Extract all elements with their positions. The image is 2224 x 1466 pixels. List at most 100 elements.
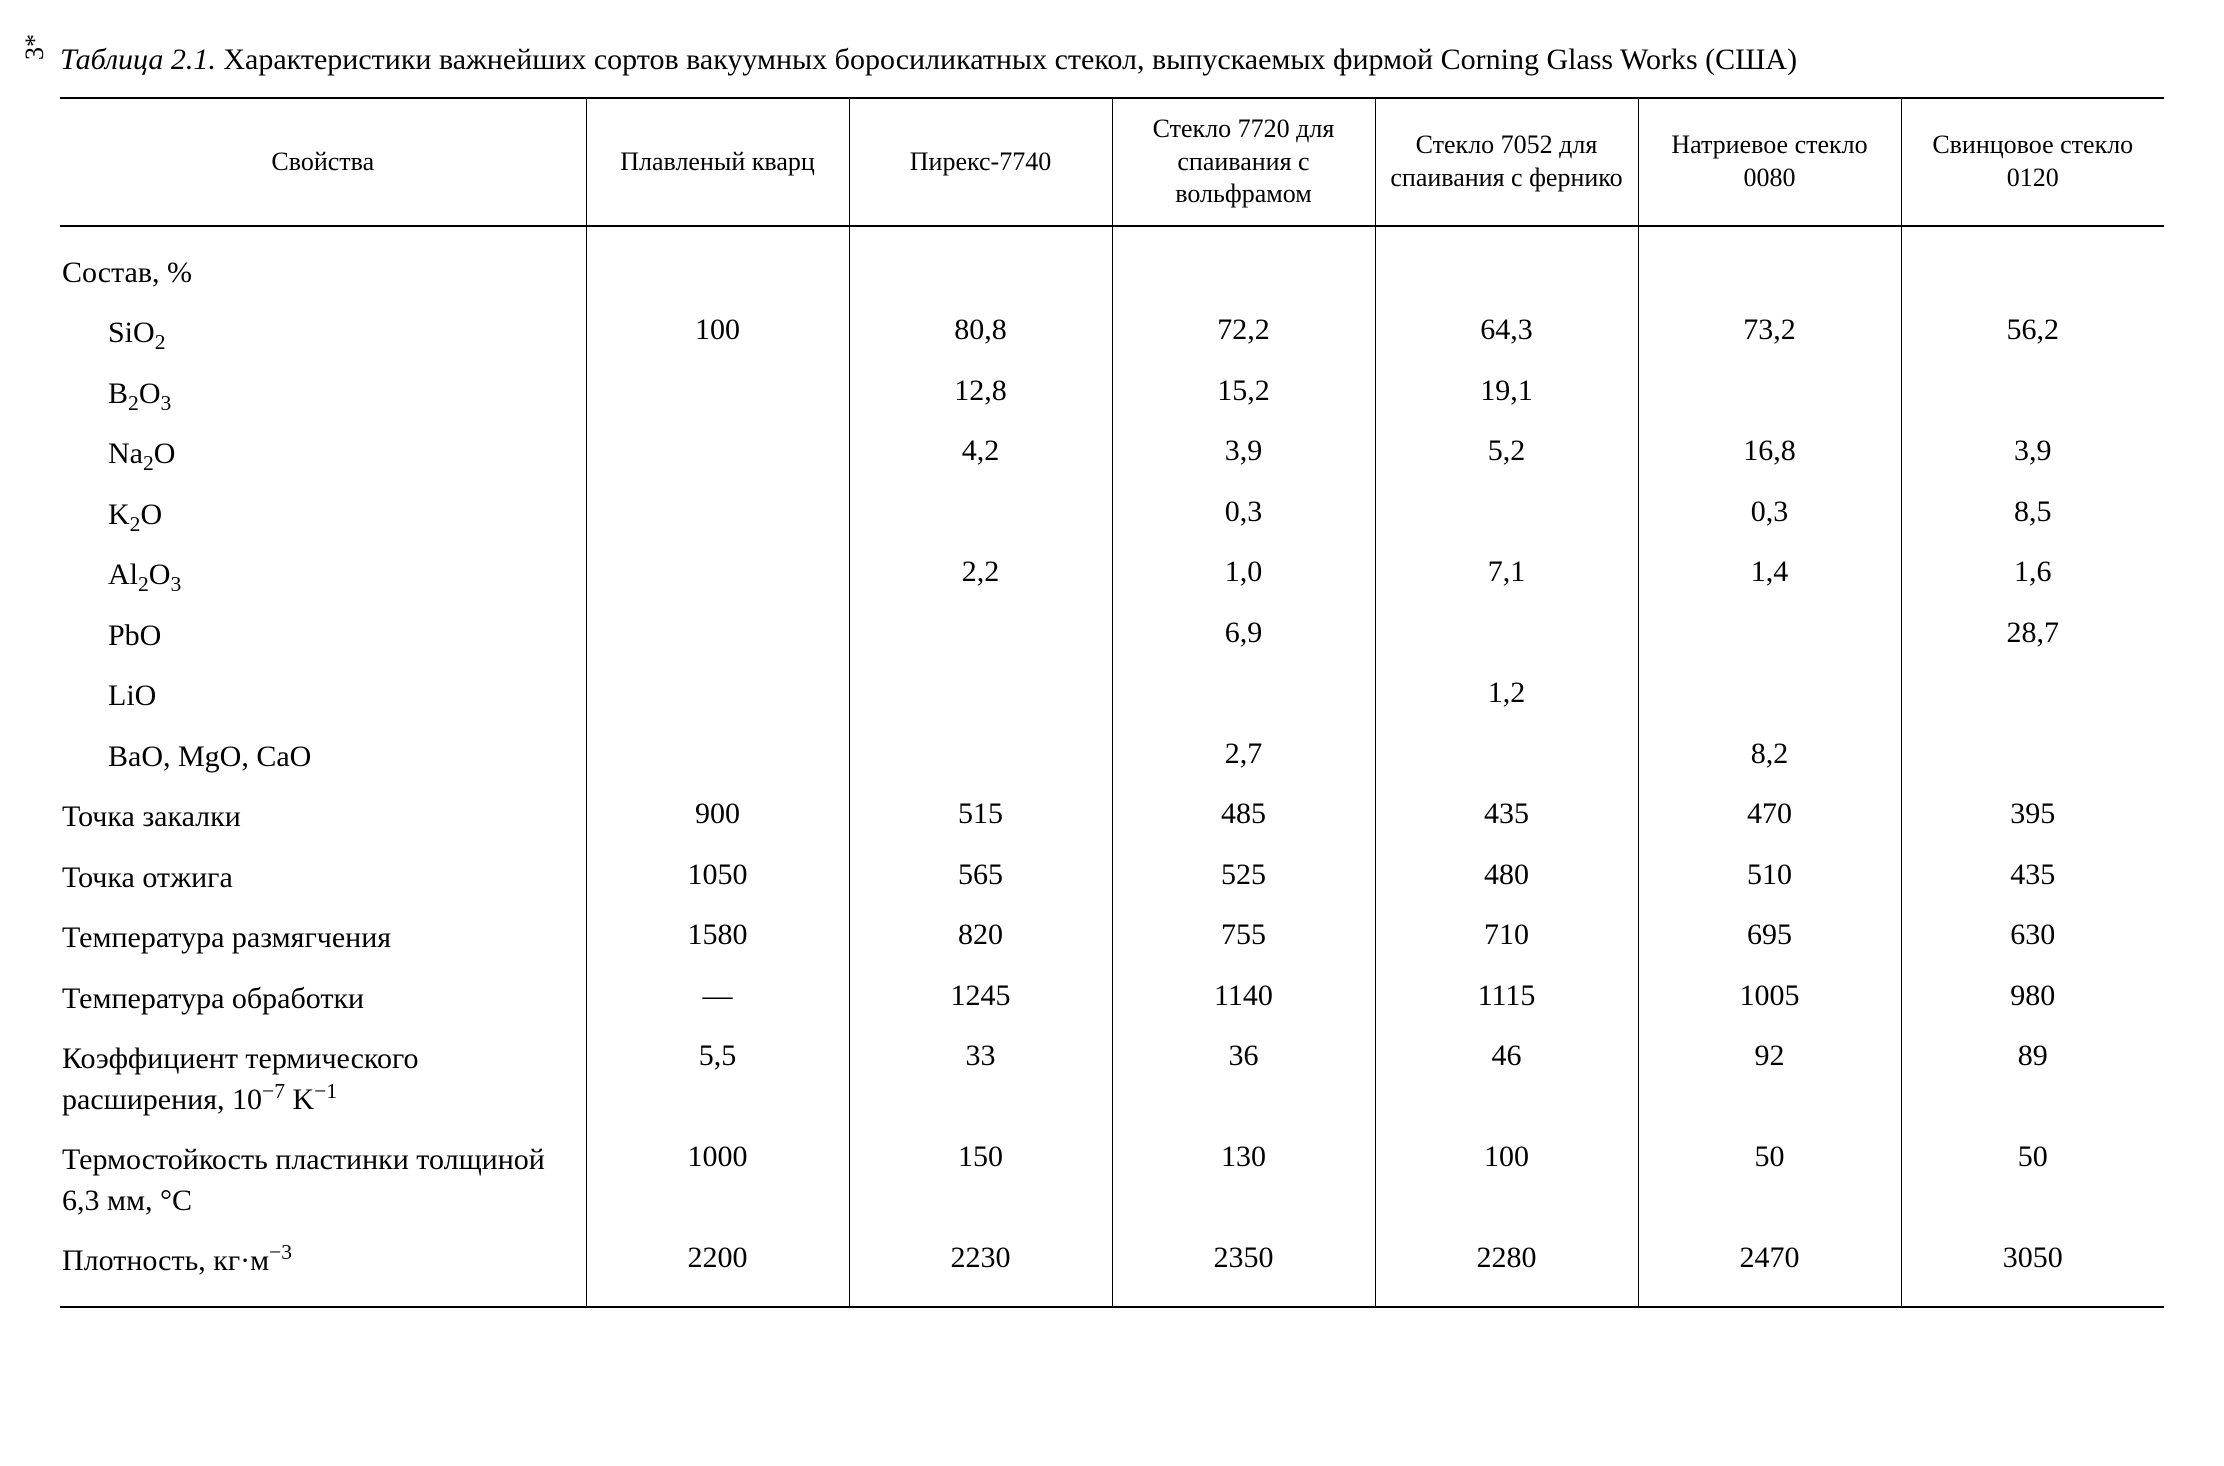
row-label: SiO2 [60,303,586,364]
table-cell [1638,666,1901,727]
table-cell: 1115 [1375,969,1638,1030]
table-cell: 480 [1375,848,1638,909]
table-row: Термостойкость пластинки толщиной 6,3 мм… [60,1130,2164,1231]
table-cell: 2230 [849,1231,1112,1307]
table-cell: 150 [849,1130,1112,1231]
table-cell: 100 [586,303,849,364]
table-cell: 64,3 [1375,303,1638,364]
page-marker: 3* [20,34,50,60]
table-caption: Таблица 2.1. Характеристики важнейших со… [60,40,2140,79]
table-cell: 1,4 [1638,545,1901,606]
table-cell: 565 [849,848,1112,909]
table-cell [1638,364,1901,425]
table-cell [1638,226,1901,304]
table-header-row: Свойства Плавленый кварц Пирекс-7740 Сте… [60,98,2164,226]
table-cell: 8,2 [1638,727,1901,788]
table-cell: 3,9 [1901,424,2164,485]
row-label: Термостойкость пластинки толщиной 6,3 мм… [60,1130,586,1231]
caption-prefix: Таблица 2.1. [60,43,216,76]
table-cell: 710 [1375,908,1638,969]
col-header: Стекло 7052 для спаивания с фернико [1375,98,1638,226]
table-cell: 695 [1638,908,1901,969]
table-cell: — [586,969,849,1030]
table-cell: 630 [1901,908,2164,969]
caption-text: Характеристики важнейших сортов вакуумны… [216,43,1797,76]
table-cell: 100 [1375,1130,1638,1231]
table-cell: 2,2 [849,545,1112,606]
table-cell [1375,727,1638,788]
table-cell [849,666,1112,727]
table-cell [849,226,1112,304]
row-label: Точка отжига [60,848,586,909]
table-row: B2O312,815,219,1 [60,364,2164,425]
col-header: Свойства [60,98,586,226]
col-header: Плавленый кварц [586,98,849,226]
table-cell: 50 [1901,1130,2164,1231]
table-cell [586,545,849,606]
glass-properties-table: Свойства Плавленый кварц Пирекс-7740 Сте… [60,97,2164,1308]
row-label: Точка закалки [60,787,586,848]
table-cell: 89 [1901,1029,2164,1130]
row-label: Коэффициент термического расширения, 10−… [60,1029,586,1130]
table-cell: 4,2 [849,424,1112,485]
table-cell [1375,226,1638,304]
table-cell [1901,727,2164,788]
table-cell: 50 [1638,1130,1901,1231]
table-cell: 72,2 [1112,303,1375,364]
table-row: Состав, % [60,226,2164,304]
table-row: Температура обработки—124511401115100598… [60,969,2164,1030]
table-cell: 2200 [586,1231,849,1307]
table-cell [849,727,1112,788]
table-cell: 1050 [586,848,849,909]
table-cell: 5,2 [1375,424,1638,485]
table-cell [1375,606,1638,667]
table-cell [586,727,849,788]
row-label: PbO [60,606,586,667]
row-label: Плотность, кг·м−3 [60,1231,586,1307]
table-cell: 80,8 [849,303,1112,364]
row-label: Na2O [60,424,586,485]
table-cell [1901,226,2164,304]
table-cell: 510 [1638,848,1901,909]
table-cell [586,606,849,667]
table-cell [586,226,849,304]
table-cell: 1245 [849,969,1112,1030]
table-cell: 6,9 [1112,606,1375,667]
table-cell [849,485,1112,546]
row-label: B2O3 [60,364,586,425]
table-row: SiO210080,872,264,373,256,2 [60,303,2164,364]
col-header: Свинцовое стекло 0120 [1901,98,2164,226]
table-cell: 73,2 [1638,303,1901,364]
table-cell: 28,7 [1901,606,2164,667]
table-cell: 5,5 [586,1029,849,1130]
table-cell [586,666,849,727]
col-header: Стекло 7720 для спаивания с вольфрамом [1112,98,1375,226]
row-label: Температура размягчения [60,908,586,969]
table-cell [1375,485,1638,546]
table-row: BaO, MgO, CaO2,78,2 [60,727,2164,788]
table-cell: 1140 [1112,969,1375,1030]
table-cell: 36 [1112,1029,1375,1130]
table-cell: 395 [1901,787,2164,848]
table-cell: 7,1 [1375,545,1638,606]
table-cell: 435 [1901,848,2164,909]
table-cell [586,364,849,425]
table-row: Al2O32,21,07,11,41,6 [60,545,2164,606]
row-label: Состав, % [60,226,586,304]
table-cell: 435 [1375,787,1638,848]
table-row: Коэффициент термического расширения, 10−… [60,1029,2164,1130]
row-label: K2O [60,485,586,546]
table-cell: 485 [1112,787,1375,848]
table-cell: 2470 [1638,1231,1901,1307]
table-cell: 515 [849,787,1112,848]
table-cell: 0,3 [1112,485,1375,546]
table-cell: 19,1 [1375,364,1638,425]
table-cell: 56,2 [1901,303,2164,364]
table-cell [586,424,849,485]
table-row: Плотность, кг·м−322002230235022802470305… [60,1231,2164,1307]
table-cell: 130 [1112,1130,1375,1231]
table-cell: 46 [1375,1029,1638,1130]
table-cell: 900 [586,787,849,848]
col-header: Пирекс-7740 [849,98,1112,226]
table-row: Точка отжига1050565525480510435 [60,848,2164,909]
